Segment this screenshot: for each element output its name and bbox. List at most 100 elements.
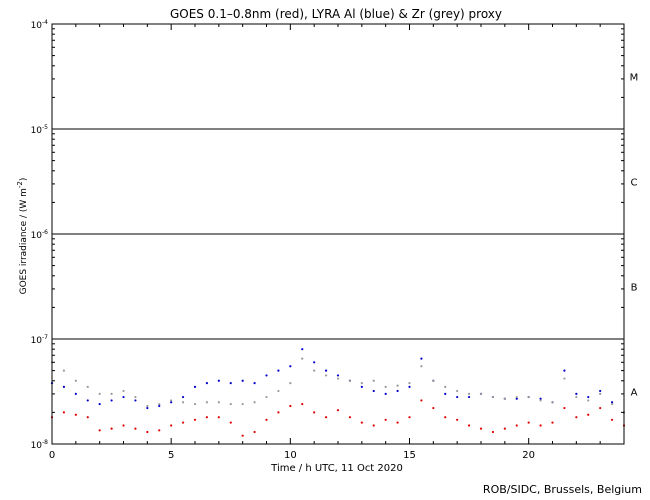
data-point [277, 369, 280, 372]
data-point [432, 406, 435, 410]
data-point [193, 418, 197, 421]
data-point [456, 395, 459, 399]
data-point [229, 382, 232, 385]
data-point [158, 429, 161, 432]
data-point [420, 365, 423, 368]
data-point [491, 395, 495, 399]
data-point [444, 416, 447, 419]
data-point [420, 357, 423, 360]
data-point [396, 384, 399, 387]
data-point [324, 369, 328, 372]
data-point [408, 385, 411, 388]
data-point [313, 369, 316, 372]
data-point [313, 411, 316, 414]
data-point [217, 379, 220, 382]
data-point [360, 421, 363, 424]
data-point [539, 397, 542, 400]
data-point [360, 385, 363, 388]
y-axis-ticks: 10-4 10-5 10-6 10-7 10-8 [31, 19, 624, 451]
data-point [575, 416, 578, 419]
data-point [396, 421, 399, 424]
flare-class-lines [52, 128, 624, 340]
data-point [241, 402, 244, 406]
x-tick-label: 15 [403, 450, 416, 461]
y-axis-label-end: ) [19, 178, 29, 182]
flare-class-label: B [631, 283, 638, 294]
data-point [384, 418, 387, 421]
y-tick-label: 10-4 [31, 19, 49, 31]
data-point [229, 402, 232, 406]
data-point [146, 404, 149, 408]
data-point [170, 401, 173, 404]
flare-class-label: M [630, 73, 639, 84]
data-point [289, 404, 292, 408]
data-point [444, 385, 447, 388]
data-point [110, 399, 113, 402]
data-point [563, 406, 566, 410]
data-point [277, 411, 280, 414]
x-tick-label: 20 [522, 450, 535, 461]
data-point [170, 399, 173, 402]
data-point [146, 430, 149, 434]
flare-class-label: A [631, 388, 638, 399]
data-point [360, 382, 363, 385]
data-point [229, 421, 232, 424]
data-point [515, 397, 518, 400]
data-point [170, 424, 173, 427]
data-point [587, 399, 590, 402]
data-point [503, 427, 506, 430]
data-point [241, 434, 244, 437]
data-point [587, 413, 590, 416]
x-axis-label: Time / h UTC, 11 Oct 2020 [270, 463, 403, 474]
x-tick-label: 0 [49, 450, 55, 461]
x-axis-ticks: 0 5 10 15 20 [49, 24, 601, 461]
data-point [122, 389, 125, 393]
data-point [74, 392, 77, 396]
data-point [467, 395, 471, 399]
data-point [86, 385, 89, 388]
data-point [217, 416, 220, 419]
data-point [515, 424, 518, 427]
data-point [289, 365, 292, 368]
data-point [479, 427, 483, 430]
data-point [336, 377, 340, 380]
data-point [610, 402, 614, 406]
data-point [134, 399, 137, 402]
data-point [348, 416, 352, 419]
data-point [289, 382, 292, 385]
y-axis-label-main: GOES irradiance / (W m [19, 188, 29, 294]
data-point [265, 374, 268, 377]
data-point [575, 392, 578, 396]
data-point [575, 395, 578, 399]
data-point [479, 392, 483, 396]
y-axis-label: GOES irradiance / (W m-2) [16, 178, 29, 295]
data-point [122, 424, 125, 427]
data-point [181, 421, 185, 424]
data-point [467, 424, 471, 427]
data-point [336, 409, 340, 412]
data-point [193, 385, 197, 388]
series-1 [50, 348, 626, 414]
data-point [277, 389, 280, 393]
data-point [324, 374, 328, 377]
data-point [86, 416, 89, 419]
data-point [408, 416, 411, 419]
data-point [86, 399, 89, 402]
data-point [491, 430, 495, 434]
data-point [599, 406, 602, 410]
data-point [217, 401, 220, 404]
data-point [253, 430, 256, 434]
data-point [408, 382, 411, 385]
data-point [527, 421, 530, 424]
data-point [301, 402, 304, 406]
flare-class-label: C [631, 178, 638, 189]
data-point [134, 395, 137, 399]
y-tick-label: 10-8 [31, 439, 49, 451]
y-axis-label-sup: -2 [16, 181, 24, 188]
data-point [587, 395, 590, 399]
data-point [348, 379, 352, 382]
data-point [372, 389, 375, 393]
data-point [456, 389, 459, 393]
data-point [384, 392, 387, 396]
data-point [265, 395, 268, 399]
